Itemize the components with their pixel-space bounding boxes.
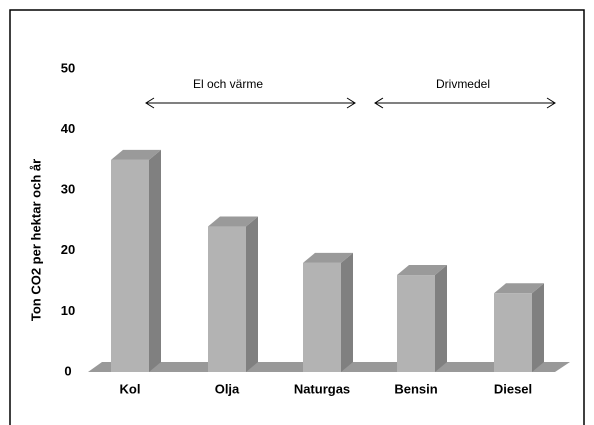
bar — [494, 293, 532, 372]
annotation: Drivmedel — [436, 77, 490, 91]
x-tick-label: Kol — [120, 381, 141, 396]
x-tick-label: Olja — [215, 381, 240, 396]
bar — [111, 159, 149, 372]
bar-side — [341, 252, 353, 372]
bar — [303, 262, 341, 372]
y-tick-label: 20 — [61, 242, 75, 257]
bar — [397, 275, 435, 372]
bar-side — [435, 265, 447, 372]
y-axis-label: Ton CO2 per hektar och år — [28, 159, 43, 321]
bar-side — [149, 149, 161, 372]
y-tick-label: 40 — [61, 121, 75, 136]
arrows — [145, 97, 556, 109]
frame — [9, 9, 585, 425]
x-tick-label: Diesel — [494, 381, 532, 396]
bar-side — [532, 283, 544, 372]
y-tick-label: 50 — [61, 60, 75, 75]
x-tick-label: Naturgas — [294, 381, 350, 396]
bar-top — [303, 252, 353, 263]
bar — [208, 226, 246, 372]
annotation: El och värme — [193, 77, 263, 91]
bar-side — [246, 216, 258, 372]
bar-top — [208, 216, 258, 227]
y-tick-label: 10 — [61, 303, 75, 318]
bar-top — [111, 149, 161, 160]
bar-top — [494, 283, 544, 294]
bar-top — [397, 265, 447, 276]
y-tick-label: 0 — [64, 363, 71, 378]
y-tick-label: 30 — [61, 182, 75, 197]
x-tick-label: Bensin — [394, 381, 437, 396]
